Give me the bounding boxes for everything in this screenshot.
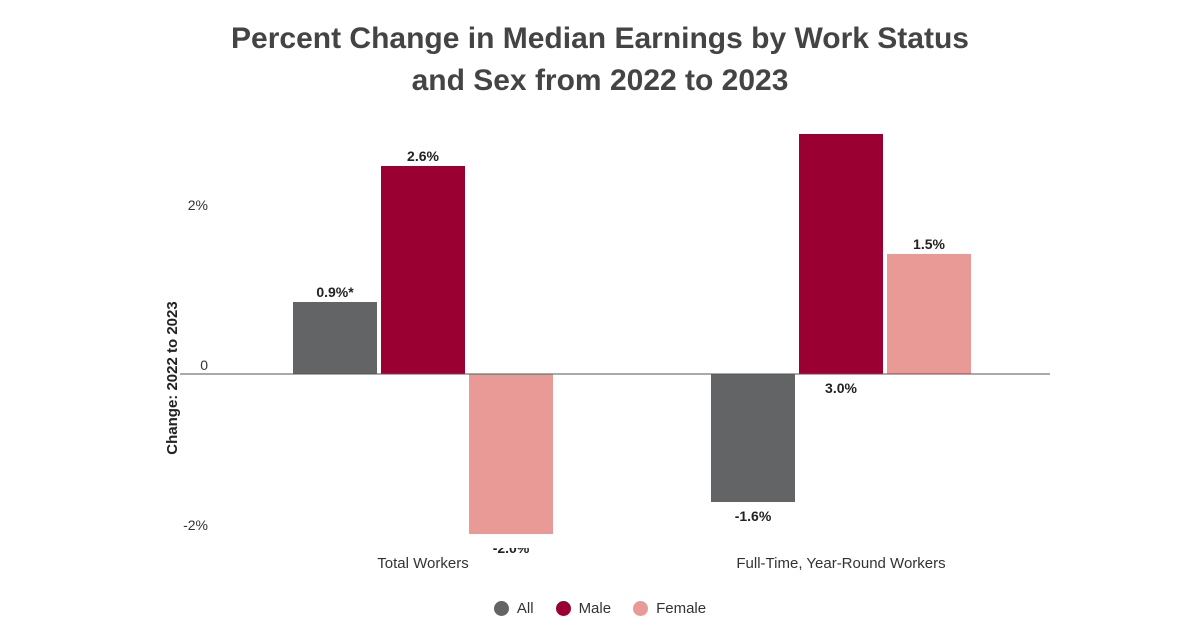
data-label: 0.9%* xyxy=(316,284,354,300)
legend-item-female: Female xyxy=(633,600,706,617)
legend-item-male: Male xyxy=(555,600,612,617)
legend-swatch xyxy=(493,601,509,616)
chart-legend: All Male Female xyxy=(0,600,1200,617)
plot-bottom-mask xyxy=(200,538,1060,548)
legend-label: All xyxy=(516,600,534,617)
legend-label: Male xyxy=(578,600,612,617)
chart-title-line-1: Percent Change in Median Earnings by Wor… xyxy=(231,22,969,55)
data-label: 2.6% xyxy=(407,148,439,164)
y-tick-label: 0 xyxy=(200,357,208,373)
y-tick-label: -2% xyxy=(183,517,208,533)
x-category-label: Full-Time, Year-Round Workers xyxy=(736,555,945,572)
legend-swatch xyxy=(555,601,571,616)
bar-female-full-time-workers xyxy=(887,254,971,374)
bar-male-full-time-workers xyxy=(799,134,883,374)
bar-female-total-workers xyxy=(469,374,553,534)
chart-title-line-2: and Sex from 2022 to 2023 xyxy=(411,64,789,97)
legend-swatch xyxy=(633,601,649,616)
y-axis-label: Change: 2022 to 2023 xyxy=(164,301,181,454)
chart-title: Percent Change in Median Earnings by Wor… xyxy=(0,18,1200,102)
bar-male-total-workers xyxy=(381,166,465,374)
data-label: 3.0% xyxy=(825,380,857,396)
bar-all-full-time-workers xyxy=(711,374,795,502)
data-label: 1.5% xyxy=(913,236,945,252)
data-label: -1.6% xyxy=(735,508,772,524)
bar-all-total-workers xyxy=(293,302,377,374)
legend-label: Female xyxy=(656,600,707,617)
x-category-label: Total Workers xyxy=(377,555,468,572)
legend-item-all: All xyxy=(493,600,534,617)
y-tick-label: 2% xyxy=(188,197,208,213)
